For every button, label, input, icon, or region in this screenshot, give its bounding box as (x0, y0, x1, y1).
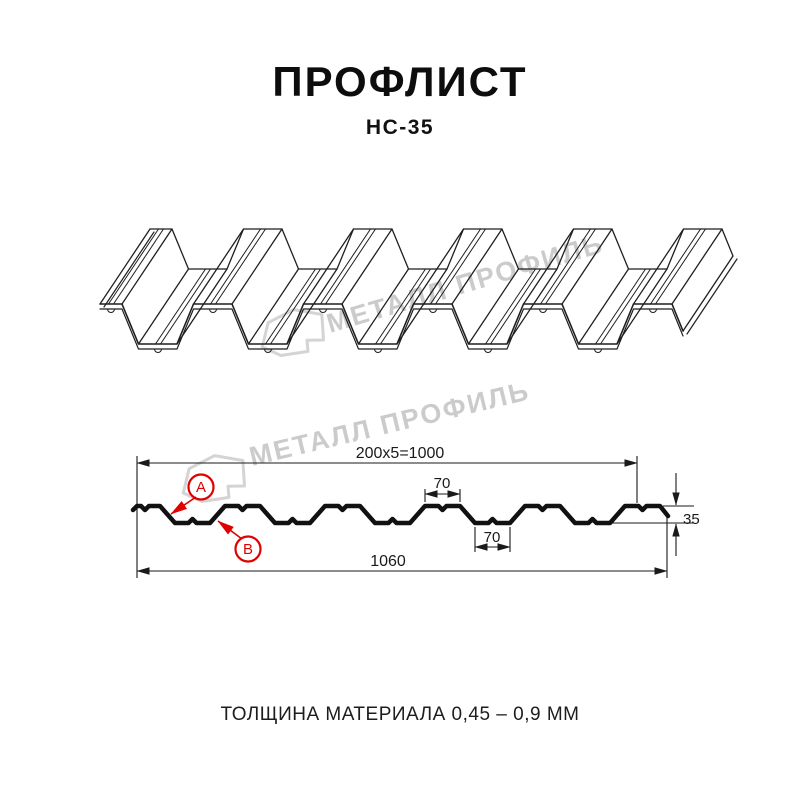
dim-crest-width: 70 (434, 475, 451, 492)
dim-valley-width: 70 (484, 529, 501, 546)
dim-cover-width: 200x5=1000 (356, 445, 445, 462)
watermark-logo-bottom: МЕТАЛЛ ПРОФИЛЬ (181, 376, 533, 503)
callout-a-label: А (196, 479, 206, 496)
section-profile-line (130, 503, 671, 526)
watermark-logo-top: МЕТАЛЛ ПРОФИЛЬ (260, 228, 607, 357)
profile-cross-section: 200x5=1000 1060 70 70 35 А (130, 445, 700, 578)
callout-b-label: В (243, 541, 253, 558)
callout-a: А (170, 473, 215, 515)
header: ПРОФЛИСТ НС-35 (0, 58, 800, 140)
dim-total-width: 1060 (370, 553, 406, 570)
callout-b: В (217, 520, 262, 563)
material-thickness-note: ТОЛЩИНА МАТЕРИАЛА 0,45 – 0,9 ММ (220, 704, 580, 725)
dim-height: 35 (683, 511, 700, 528)
profile-sheet-3d (99, 228, 738, 353)
profile-code: НС-35 (365, 116, 435, 140)
page-title: ПРОФЛИСТ (272, 58, 528, 105)
